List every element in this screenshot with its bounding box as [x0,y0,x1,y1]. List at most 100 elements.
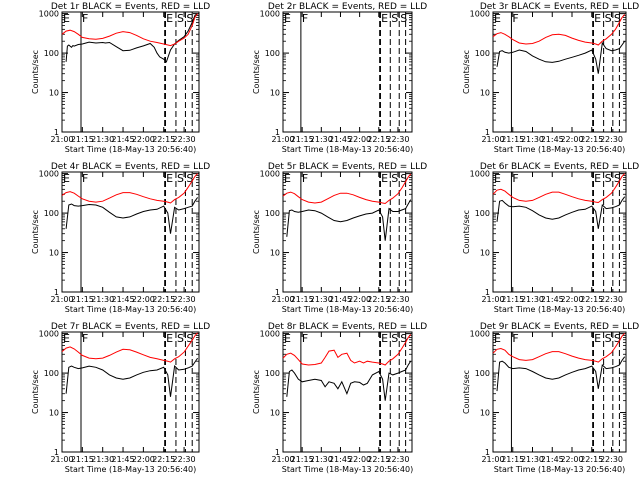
x-tick-label: 21:45 [112,455,135,464]
event-marker-label: E [284,172,291,185]
plot-frame [61,171,200,293]
event-marker-label: S [186,332,193,345]
x-axis-label: Start Time (18-May-13 20:56:40) [282,465,413,474]
y-tick-label: 100 [265,49,280,58]
x-tick-label: 22:00 [348,455,371,464]
y-axis-label: Counts/sec [31,210,40,254]
y-tick-label: 1 [485,288,490,297]
x-tick-label: 21:30 [310,295,333,304]
x-tick-label: 21:00 [271,295,294,304]
x-tick-label: 22:00 [560,295,583,304]
y-tick-label: 1 [275,448,280,457]
y-tick-label: 1000 [260,10,280,19]
x-tick-label: 22:30 [600,295,623,304]
event-marker-label: E [494,12,501,25]
x-tick-label: 21:45 [329,295,352,304]
x-tick-label: 22:00 [132,455,155,464]
series-lld-line [492,332,626,363]
x-tick-label: 22:30 [600,455,623,464]
panel-title: Det 6r BLACK = Events, RED = LLD [480,162,639,172]
x-tick-label: 21:30 [91,295,114,304]
event-marker-label: E [166,332,173,345]
plot-frame [492,331,627,453]
x-tick-label: 22:00 [348,295,371,304]
panel-9: Det 9r BLACK = Events, RED = LLD 1 10 100 10… [462,322,639,474]
x-tick-label: 21:45 [112,295,135,304]
x-tick-label: 22:00 [132,295,155,304]
x-tick-label: 21:45 [541,455,564,464]
y-tick-label: 1000 [470,170,490,179]
x-tick-label: 22:15 [367,455,390,464]
panel-1: Det 1r BLACK = Events, RED = LLD 1 10 100 10… [31,2,210,154]
x-tick-label: 22:15 [580,455,603,464]
x-tick-label: 21:00 [50,295,73,304]
y-tick-label: 1000 [470,10,490,19]
series-lld-line [282,334,412,366]
y-tick-label: 1 [485,448,490,457]
event-marker-label: E [594,12,601,25]
x-tick-label: 21:15 [71,295,94,304]
y-tick-label: 10 [480,89,490,98]
y-axis-label: Counts/sec [252,210,261,254]
y-axis-label: Counts/sec [462,370,471,414]
series-events-line [286,199,412,241]
x-tick-label: 21:00 [481,455,504,464]
event-marker-label: F [302,172,308,185]
series-lld-line [492,14,626,46]
x-axis-label: Start Time (18-May-13 20:56:40) [494,145,625,154]
x-tick-label: 21:15 [501,135,524,144]
event-marker-label: S [177,332,184,345]
x-tick-label: 21:45 [329,135,352,144]
event-marker-label: S [177,172,184,185]
y-axis-label: Counts/sec [462,210,471,254]
series-lld-line [61,332,198,363]
y-tick-label: 10 [270,249,280,258]
x-tick-label: 21:15 [501,295,524,304]
event-marker-label: F [82,172,88,185]
x-tick-label: 22:15 [152,455,175,464]
x-tick-label: 21:30 [521,455,544,464]
x-axis-label: Start Time (18-May-13 20:56:40) [494,305,625,314]
x-tick-label: 22:15 [580,135,603,144]
x-tick-label: 22:15 [152,135,175,144]
x-tick-label: 21:15 [71,455,94,464]
panel-4: Det 4r BLACK = Events, RED = LLD 1 10 100 10… [31,162,210,314]
event-marker-label: F [512,172,518,185]
x-axis-label: Start Time (18-May-13 20:56:40) [494,465,625,474]
x-tick-label: 21:00 [481,135,504,144]
event-marker-label: S [400,12,407,25]
y-tick-label: 100 [44,369,59,378]
x-tick-label: 22:15 [580,295,603,304]
event-marker-label: E [63,172,70,185]
y-tick-label: 10 [270,89,280,98]
x-tick-label: 22:00 [560,455,583,464]
x-tick-label: 21:30 [310,135,333,144]
x-axis-label: Start Time (18-May-13 20:56:40) [65,145,196,154]
plot-frame [61,11,200,133]
series-lld-line [61,173,198,204]
x-tick-label: 22:15 [152,295,175,304]
x-tick-label: 21:30 [521,295,544,304]
x-tick-label: 21:45 [541,135,564,144]
plot-frame [492,11,627,133]
x-tick-label: 21:15 [291,135,314,144]
panel-title: Det 5r BLACK = Events, RED = LLD [268,162,427,172]
event-marker-label: S [614,12,621,25]
x-tick-label: 21:15 [71,135,94,144]
x-tick-label: 22:00 [560,135,583,144]
x-tick-label: 22:15 [367,135,390,144]
y-tick-label: 1 [54,128,59,137]
event-marker-label: E [381,332,388,345]
series-lld-line [282,173,412,205]
y-tick-label: 1 [54,448,59,457]
panel-2: Det 2r BLACK = Events, RED = LLD 1 10 100 10… [252,2,427,154]
event-marker-label: S [614,332,621,345]
event-marker-label: S [391,332,398,345]
x-tick-label: 22:00 [348,135,371,144]
event-marker-label: E [381,12,388,25]
series-events-line [496,356,626,392]
x-tick-label: 22:30 [386,455,409,464]
panel-8: Det 8r BLACK = Events, RED = LLD 1 10 100 10… [252,322,427,474]
y-tick-label: 100 [475,369,490,378]
y-tick-label: 10 [480,409,490,418]
